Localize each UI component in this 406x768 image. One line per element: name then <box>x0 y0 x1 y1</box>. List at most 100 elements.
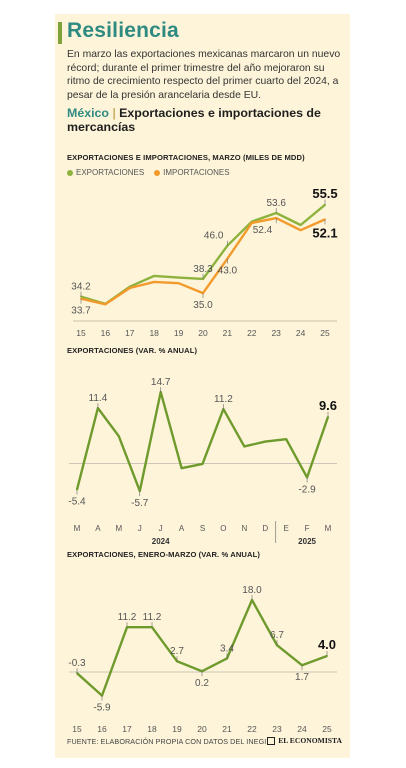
chart1-point-imports <box>202 292 204 295</box>
chart1-series-exports-line <box>80 203 326 306</box>
chart2-data-label: 9.6 <box>319 398 337 413</box>
chart2-data-label: 11.4 <box>89 393 108 404</box>
chart2-monthly-exports: -5.4 11.4 -5.7 14.7 11.2 -2.9 9.6 M A M J J A S O N D E F M… <box>68 377 337 546</box>
chart1-point-exports <box>153 274 156 277</box>
chart3-data-label: 4.0 <box>318 637 336 652</box>
chart1-legend: EXPORTACIONES IMPORTACIONES <box>67 168 230 177</box>
chart1-data-label: 55.5 <box>312 186 337 201</box>
logo-mark-icon <box>267 736 276 745</box>
chart1-x-tick: 16 <box>101 328 111 338</box>
chart2-point <box>243 445 246 448</box>
chart1-data-label: 35.0 <box>193 300 213 311</box>
chart2-year-label: 2024 <box>152 537 170 546</box>
chart3-x-tick: 21 <box>222 724 232 734</box>
chart1-point-imports <box>153 281 156 283</box>
chart3-data-label: 6.7 <box>270 630 284 641</box>
page-title: Resiliencia <box>67 19 179 42</box>
chart1-x-tick: 18 <box>149 328 159 338</box>
chart1-point-exports <box>177 276 180 279</box>
chart1-point-imports <box>299 229 302 232</box>
chart1-x-tick: 19 <box>174 328 184 338</box>
section-heading-separator: | <box>109 106 120 120</box>
chart2-x-tick: M <box>325 524 332 533</box>
chart1-data-label: 33.7 <box>71 306 91 317</box>
chart2-data-label: 14.7 <box>151 377 171 388</box>
chart1-data-label: 34.2 <box>71 282 91 293</box>
chart2-point <box>117 435 120 438</box>
infographic-panel: Resiliencia En marzo las exportaciones m… <box>55 14 350 758</box>
chart3-point <box>201 670 203 673</box>
chart3-data-label: 0.2 <box>195 678 209 689</box>
chart3-point <box>301 664 303 667</box>
chart1-data-label: 38.3 <box>193 264 213 275</box>
chart2-x-tick: M <box>115 524 122 533</box>
chart3-x-tick: 19 <box>172 724 182 734</box>
chart1-x-tick: 23 <box>271 328 281 338</box>
chart1-x-tick: 17 <box>125 328 135 338</box>
section-heading-text: Exportaciones e importaciones de mercanc… <box>67 106 321 134</box>
chart1-x-tick: 25 <box>320 328 330 338</box>
chart3-data-label: 11.2 <box>118 612 137 623</box>
chart2-year-label: 2025 <box>298 537 316 546</box>
chart1-point-imports <box>104 303 107 306</box>
title-accent-bar <box>58 22 62 44</box>
chart3-data-label: 1.7 <box>295 672 309 683</box>
chart2-x-tick: M <box>74 524 81 533</box>
chart1-point-imports <box>324 218 326 221</box>
section-heading-country: México <box>67 106 110 120</box>
chart3-x-tick: 25 <box>322 724 332 734</box>
chart2-point <box>201 462 204 465</box>
chart1-x-tick: 20 <box>198 328 208 338</box>
chart3-data-label: 2.7 <box>170 646 184 657</box>
chart2-x-tick: J <box>159 524 163 533</box>
chart2-x-tick: D <box>262 524 268 533</box>
chart1-x-tick: 24 <box>296 328 306 338</box>
chart2-x-tick: S <box>200 524 205 533</box>
chart2-point <box>180 467 183 470</box>
chart3-x-tick: 20 <box>197 724 207 734</box>
chart2-point <box>327 415 329 418</box>
chart1-data-label: 53.6 <box>266 198 286 209</box>
chart1-point-imports <box>128 287 131 289</box>
chart1-x-tick: 15 <box>76 328 86 338</box>
chart3-point <box>101 694 103 697</box>
chart2-data-label: -2.9 <box>298 484 316 495</box>
legend-item-exports: EXPORTACIONES <box>67 168 144 177</box>
chart1-x-tick: 22 <box>247 328 257 338</box>
chart2-title: EXPORTACIONES (VAR. % ANUAL) <box>67 346 198 355</box>
chart2-point <box>285 438 288 441</box>
chart3-x-tick: 17 <box>122 724 132 734</box>
chart2-x-tick: O <box>220 524 226 533</box>
chart2-point <box>222 408 225 411</box>
chart3-data-label: -5.9 <box>93 703 111 714</box>
chart2-data-label: 11.2 <box>214 394 233 405</box>
chart1-point-imports <box>177 282 180 285</box>
legend-swatch-exports <box>67 169 73 176</box>
chart3-data-label: 11.2 <box>143 612 162 623</box>
chart1-point-imports <box>250 221 253 224</box>
chart3-q1-exports: -0.3 -5.9 11.2 11.2 2.7 0.2 3.4 18.0 6.7 1.7 4.0 15… <box>68 585 337 734</box>
chart1-point-exports <box>80 295 82 298</box>
chart2-point <box>264 440 267 443</box>
chart1-exports-imports: 15 16 17 18 19 20 21 22 23 24 25 34.2 33.7 38.3 35.0 46… <box>71 186 337 338</box>
chart3-x-tick: 23 <box>272 724 282 734</box>
chart2-x-tick: J <box>138 524 142 533</box>
chart3-x-tick: 24 <box>297 724 307 734</box>
chart3-data-label: 18.0 <box>242 585 262 596</box>
chart1-x-tick: 21 <box>223 328 233 338</box>
chart1-data-label: 52.4 <box>253 225 273 236</box>
chart2-data-label: -5.7 <box>131 498 149 509</box>
chart3-point <box>226 657 228 660</box>
chart1-title: EXPORTACIONES E IMPORTACIONES, MARZO (MI… <box>67 153 305 162</box>
source-note: FUENTE: ELABORACIÓN PROPIA CON DATOS DEL… <box>67 737 269 746</box>
chart2-x-tick: N <box>241 524 247 533</box>
legend-label-imports: IMPORTACIONES <box>163 168 230 177</box>
chart2-x-tick: A <box>95 524 101 533</box>
legend-swatch-imports <box>154 169 161 176</box>
publisher-logo: EL ECONOMISTA <box>267 736 342 745</box>
intro-paragraph: En marzo las exportaciones mexicanas mar… <box>67 49 341 101</box>
chart1-data-label: 52.1 <box>312 225 337 240</box>
chart2-series-line <box>75 390 330 493</box>
section-heading: México | Exportaciones e importaciones d… <box>67 106 347 134</box>
chart3-data-label: 3.4 <box>220 643 234 654</box>
